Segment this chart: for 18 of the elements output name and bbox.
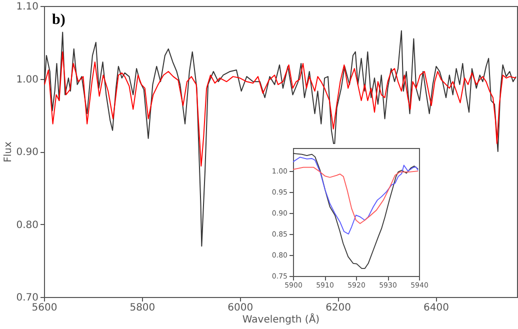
y-tick-label: 0.90	[16, 147, 38, 158]
line-series	[44, 30, 517, 247]
x-tick-label: 6200	[326, 302, 352, 314]
annotation: b)	[52, 12, 66, 28]
x-tick-label: 5800	[130, 302, 156, 314]
y-tick-label: 1.10	[16, 2, 38, 12]
y-tick-label: 1.00	[16, 74, 38, 86]
x-tick-label: 5600	[32, 302, 58, 314]
line-series	[293, 153, 419, 269]
y-axis-title: Flux	[3, 142, 14, 162]
x-tick-label: 6400	[423, 302, 449, 314]
y-tick-label: 0.80	[16, 220, 38, 231]
line-series	[293, 166, 419, 224]
line-series	[44, 51, 517, 167]
x-axis-title: Wavelength (Å)	[242, 312, 320, 326]
line-series	[293, 156, 419, 234]
y-tick-label: 0.70	[16, 292, 38, 304]
x-tick-label: 6000	[228, 302, 254, 314]
